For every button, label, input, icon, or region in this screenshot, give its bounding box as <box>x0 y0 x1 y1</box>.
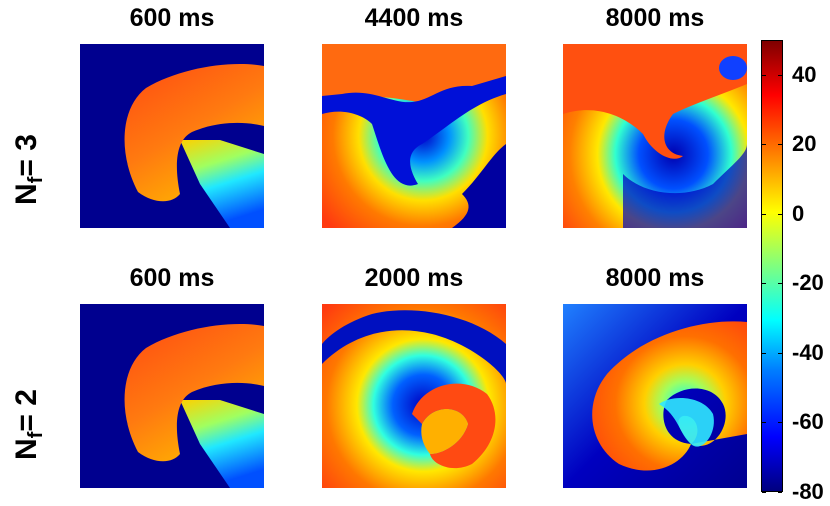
simulation-panel-r1c3 <box>563 44 747 228</box>
colorbar-tick-mark <box>762 213 766 215</box>
row-label-nf2: Nf= 2 <box>10 389 47 460</box>
panel-title-r1c2: 4400 ms <box>364 4 464 32</box>
colorbar-tick-label: 40 <box>792 61 817 87</box>
colorbar <box>761 40 783 492</box>
colorbar-tick-mark <box>778 283 782 285</box>
colorbar-tick-mark <box>762 492 766 493</box>
simulation-panel-r2c1 <box>80 304 264 488</box>
colorbar-tick-mark <box>778 144 782 146</box>
simulation-panel-r1c1 <box>80 44 264 228</box>
colorbar-tick-mark <box>778 213 782 215</box>
simulation-panel-r1c2 <box>322 44 506 228</box>
simulation-panel-r2c3 <box>563 304 747 488</box>
panel-title-r2c2: 2000 ms <box>364 264 464 292</box>
colorbar-tick-mark <box>778 492 782 493</box>
colorbar-tick-mark <box>778 422 782 424</box>
panel-title-r2c3: 8000 ms <box>605 264 705 292</box>
panel-title-r1c3: 8000 ms <box>605 4 705 32</box>
colorbar-tick-mark <box>762 352 766 354</box>
panel-title-r1c1: 600 ms <box>129 4 215 32</box>
colorbar-tick-mark <box>762 74 766 76</box>
colorbar-tick-label: -80 <box>792 479 824 504</box>
colorbar-tick-mark <box>778 352 782 354</box>
colorbar-tick-mark <box>762 283 766 285</box>
colorbar-tick-label: -20 <box>792 270 824 296</box>
colorbar-tick-label: -60 <box>792 409 824 435</box>
colorbar-tick-label: 20 <box>792 131 817 157</box>
colorbar-tick-mark <box>762 144 766 146</box>
colorbar-tick-label: -40 <box>792 339 824 365</box>
simulation-panel-r2c2 <box>322 304 506 488</box>
panel-title-r2c1: 600 ms <box>129 264 215 292</box>
colorbar-tick-mark <box>762 422 766 424</box>
colorbar-tick-mark <box>778 74 782 76</box>
row-label-nf3: Nf= 3 <box>10 134 47 205</box>
colorbar-tick-label: 0 <box>792 200 805 226</box>
